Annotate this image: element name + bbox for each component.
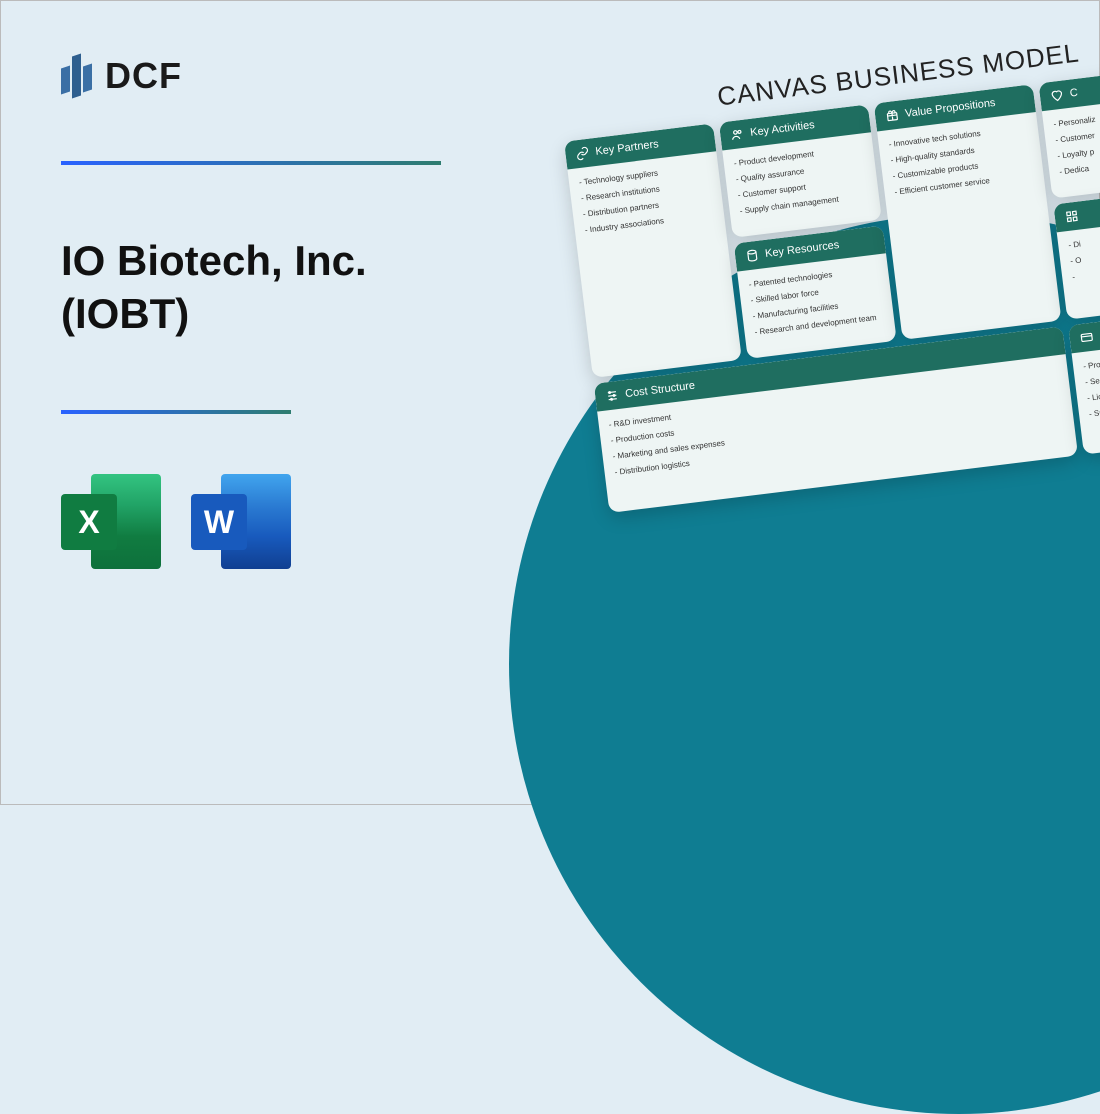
key-partners-card: Key Partners Technology suppliersResearc…: [564, 123, 742, 378]
key-partners-title: Key Partners: [595, 138, 660, 158]
sliders-icon: [605, 388, 621, 404]
list-item: Personaliz: [1053, 108, 1100, 129]
excel-icon[interactable]: X: [61, 474, 161, 569]
gift-icon: [884, 108, 900, 124]
value-propositions-card: Value Propositions Innovative tech solut…: [874, 84, 1062, 340]
word-icon[interactable]: W: [191, 474, 291, 569]
heart-icon: [1049, 87, 1065, 103]
key-activities-list: Product developmentQuality assuranceCust…: [722, 132, 882, 238]
grid-icon: [1064, 209, 1080, 225]
list-item: Di: [1068, 229, 1100, 250]
database-icon: [744, 248, 760, 264]
users-icon: [730, 127, 746, 143]
dcf-logo: DCF: [61, 51, 481, 101]
value-propositions-title: Value Propositions: [904, 97, 996, 120]
customer-relationships-title: C: [1069, 87, 1078, 100]
key-resources-title: Key Resources: [764, 239, 840, 260]
customer-relationships-card: C PersonalizCustomerLoyalty pDedica: [1038, 69, 1100, 199]
key-partners-list: Technology suppliersResearch institution…: [567, 151, 727, 257]
excel-letter: X: [61, 494, 117, 550]
key-resources-card: Key Resources Patented technologiesSkill…: [734, 225, 897, 358]
company-title: IO Biotech, Inc. (IOBT): [61, 235, 481, 340]
cost-structure-title: Cost Structure: [624, 380, 695, 400]
key-activities-title: Key Activities: [750, 119, 816, 139]
key-resources-list: Patented technologiesSkilled labor force…: [737, 253, 897, 359]
link-icon: [575, 146, 591, 162]
channels-list: DiO: [1057, 218, 1100, 304]
canvas-model: CANVAS BUSINESS MODEL Key Partners Techn…: [559, 25, 1100, 512]
revenue-streams-list: Product salesService contractsLicensing …: [1072, 339, 1100, 441]
file-icons: X W: [61, 474, 481, 569]
logo-text: DCF: [105, 55, 182, 97]
left-panel: DCF IO Biotech, Inc. (IOBT) X W: [61, 51, 481, 569]
customer-relationships-list: PersonalizCustomerLoyalty pDedica: [1042, 97, 1100, 199]
logo-mark: [61, 51, 95, 101]
divider-bottom: [61, 410, 291, 414]
word-letter: W: [191, 494, 247, 550]
value-propositions-list: Innovative tech solutionsHigh-quality st…: [877, 112, 1047, 219]
divider-top: [61, 161, 441, 165]
channels-card: DiO: [1053, 190, 1100, 320]
key-activities-card: Key Activities Product developmentQualit…: [719, 104, 882, 237]
card-icon: [1079, 330, 1095, 346]
list-item: Product sales: [1083, 350, 1100, 371]
